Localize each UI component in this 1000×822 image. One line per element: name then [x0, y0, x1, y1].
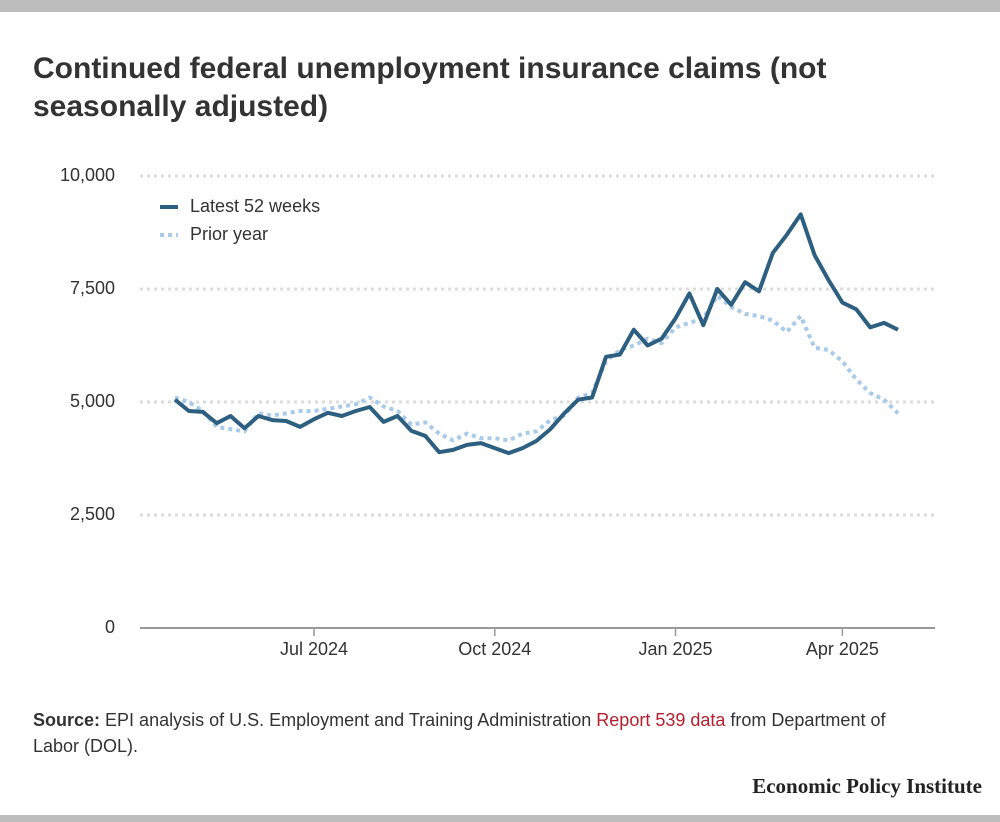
source-label: Source:	[33, 710, 101, 730]
source-text-after: from Department of Labor (DOL).	[33, 710, 886, 756]
chart-title: Continued federal unemployment insurance…	[33, 52, 827, 123]
credit: Economic Policy Institute	[752, 774, 982, 798]
legend-label: Latest 52 weeks	[190, 196, 320, 216]
y-tick-label: 0	[105, 617, 115, 637]
legend-label: Prior year	[190, 224, 268, 244]
source-text: EPI analysis of U.S. Employment and Trai…	[105, 710, 592, 730]
source-link[interactable]: Report 539 data	[596, 710, 726, 730]
source-note: Source: EPI analysis of U.S. Employment …	[33, 707, 933, 759]
y-tick-label: 10,000	[60, 165, 115, 185]
y-tick-label: 2,500	[70, 504, 115, 524]
top-bar	[0, 0, 1000, 12]
series-line	[173, 212, 899, 456]
bottom-bar	[0, 815, 1000, 822]
x-tick-label: Jul 2024	[280, 639, 348, 659]
series-line	[174, 293, 900, 443]
x-tick-label: Oct 2024	[458, 639, 531, 659]
y-tick-label: 5,000	[70, 391, 115, 411]
y-tick-label: 7,500	[70, 278, 115, 298]
x-tick-label: Jan 2025	[638, 639, 712, 659]
x-tick-label: Apr 2025	[806, 639, 879, 659]
